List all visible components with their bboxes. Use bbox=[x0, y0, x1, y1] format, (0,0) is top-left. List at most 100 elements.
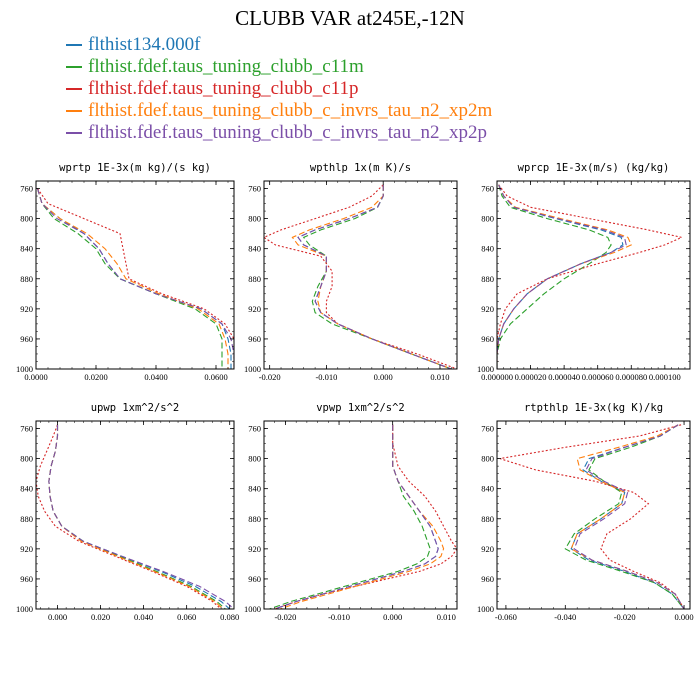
x-tick-label: 0.000 bbox=[674, 612, 693, 622]
series-line bbox=[36, 424, 222, 609]
series-line bbox=[497, 184, 633, 369]
x-tick-label: 0.010 bbox=[430, 372, 449, 382]
plot-frame bbox=[496, 420, 691, 610]
series-line bbox=[48, 424, 224, 609]
x-tick-label: -0.040 bbox=[554, 612, 576, 622]
y-tick-label: 960 bbox=[248, 574, 261, 584]
series-line bbox=[264, 184, 457, 369]
y-tick-label: 960 bbox=[481, 574, 494, 584]
x-tick-label: 0.0000 bbox=[24, 372, 47, 382]
x-tick-label: 0.000000 bbox=[481, 372, 513, 382]
series-line bbox=[274, 424, 439, 609]
series-line bbox=[36, 188, 234, 369]
y-tick-label: 1000 bbox=[244, 604, 261, 614]
panel-title: upwp 1xm^2/s^2 bbox=[91, 402, 180, 414]
y-tick-label: 1000 bbox=[244, 364, 261, 374]
y-tick-label: 880 bbox=[248, 514, 261, 524]
series-line bbox=[564, 424, 685, 609]
x-tick-label: 0.0200 bbox=[84, 372, 107, 382]
y-tick-label: 760 bbox=[20, 184, 33, 194]
chart-panel: wprtp 1E-3x(m kg)/(s kg) 760 800 840 880 920 9… bbox=[16, 162, 235, 382]
legend-label: flthist.fdef.taus_tuning_clubb_c_invrs_t… bbox=[88, 100, 493, 121]
y-tick-label: 840 bbox=[481, 244, 494, 254]
x-tick-label: -0.020 bbox=[614, 612, 636, 622]
chart-panel: wprcp 1E-3x(m/s) (kg/kg) 760 800 840 880 920 9… bbox=[477, 162, 691, 382]
legend-swatch bbox=[66, 88, 82, 90]
y-tick-label: 880 bbox=[20, 274, 33, 284]
y-tick-label: 1000 bbox=[16, 604, 33, 614]
series-line bbox=[291, 184, 452, 369]
y-tick-label: 920 bbox=[20, 544, 33, 554]
y-tick-label: 880 bbox=[481, 514, 494, 524]
legend-swatch bbox=[66, 44, 82, 46]
series-line bbox=[269, 424, 431, 609]
legend-item: flthist.fdef.taus_tuning_clubb_c_invrs_t… bbox=[66, 100, 492, 122]
y-tick-label: 800 bbox=[20, 454, 33, 464]
x-tick-label: 0.010 bbox=[437, 612, 456, 622]
x-tick-label: -0.010 bbox=[328, 612, 350, 622]
y-tick-label: 880 bbox=[248, 274, 261, 284]
y-tick-label: 800 bbox=[20, 214, 33, 224]
y-tick-label: 840 bbox=[248, 484, 261, 494]
y-tick-label: 800 bbox=[248, 214, 261, 224]
legend-label: flthist.fdef.taus_tuning_clubb_c11p bbox=[88, 78, 359, 99]
legend-item: flthist.fdef.taus_tuning_clubb_c11m bbox=[66, 56, 492, 78]
panel-title: rtpthlp 1E-3x(kg K)/kg bbox=[524, 402, 663, 414]
y-tick-label: 760 bbox=[248, 424, 261, 434]
series-line bbox=[570, 424, 685, 609]
legend-label: flthist.fdef.taus_tuning_clubb_c11m bbox=[88, 56, 364, 77]
y-tick-label: 800 bbox=[481, 454, 494, 464]
x-tick-label: 0.000080 bbox=[615, 372, 647, 382]
chart-panel: rtpthlp 1E-3x(kg K)/kg 760 800 840 880 920 960… bbox=[477, 402, 694, 622]
chart-panel: wpthlp 1x(m K)/s7608008408809209601000-0… bbox=[244, 162, 458, 382]
series-line bbox=[37, 188, 234, 369]
x-tick-label: 0.000 bbox=[383, 612, 402, 622]
y-tick-label: 800 bbox=[248, 454, 261, 464]
y-tick-label: 920 bbox=[481, 304, 494, 314]
legend-swatch bbox=[66, 66, 82, 68]
y-tick-label: 760 bbox=[20, 424, 33, 434]
x-tick-label: 0.000020 bbox=[515, 372, 547, 382]
legend: flthist134.000f flthist.fdef.taus_tuning… bbox=[66, 34, 492, 144]
x-tick-label: 0.080 bbox=[220, 612, 239, 622]
plot-frame bbox=[263, 180, 458, 370]
chart-panel: upwp 1xm^2/s^2 760 800 840 880 920 960 1000 0.00… bbox=[16, 402, 239, 622]
panel-title: wpthlp 1x(m K)/s bbox=[310, 162, 411, 174]
legend-item: flthist.fdef.taus_tuning_clubb_c11p bbox=[66, 78, 492, 100]
series-line bbox=[497, 184, 684, 369]
y-tick-label: 800 bbox=[481, 214, 494, 224]
legend-label: flthist.fdef.taus_tuning_clubb_c_invrs_t… bbox=[88, 122, 487, 143]
series-line bbox=[48, 424, 231, 609]
series-line bbox=[279, 424, 445, 609]
y-tick-label: 960 bbox=[481, 334, 494, 344]
panel-title: wprtp 1E-3x(m kg)/(s kg) bbox=[59, 162, 211, 174]
legend-swatch bbox=[66, 132, 82, 134]
y-tick-label: 840 bbox=[20, 484, 33, 494]
y-tick-label: 1000 bbox=[477, 604, 494, 614]
chart-panel: vpwp 1xm^2/s^2 760 800 840 880 920 960 1000 -0.0… bbox=[244, 402, 458, 622]
y-tick-label: 960 bbox=[20, 334, 33, 344]
x-tick-label: -0.060 bbox=[495, 612, 517, 622]
y-tick-label: 920 bbox=[20, 304, 33, 314]
figure-title: CLUBB VAR at245E,-12N bbox=[235, 6, 465, 30]
x-tick-label: 0.000040 bbox=[548, 372, 580, 382]
x-tick-label: -0.010 bbox=[315, 372, 337, 382]
plot-frame bbox=[35, 420, 235, 610]
panel-title: wprcp 1E-3x(m/s) (kg/kg) bbox=[518, 162, 670, 174]
x-tick-label: 0.040 bbox=[134, 612, 153, 622]
x-tick-label: 0.0400 bbox=[144, 372, 167, 382]
y-tick-label: 920 bbox=[248, 544, 261, 554]
series-line bbox=[48, 424, 234, 609]
y-tick-label: 760 bbox=[481, 184, 494, 194]
series-line bbox=[274, 424, 439, 609]
legend-swatch bbox=[66, 110, 82, 112]
x-tick-label: 0.000 bbox=[48, 612, 67, 622]
plot-frame bbox=[35, 180, 235, 370]
x-tick-label: -0.020 bbox=[259, 372, 281, 382]
series-line bbox=[297, 184, 452, 369]
series-line bbox=[497, 184, 627, 369]
plot-frame bbox=[496, 180, 691, 370]
series-line bbox=[499, 424, 685, 609]
y-tick-label: 920 bbox=[481, 544, 494, 554]
